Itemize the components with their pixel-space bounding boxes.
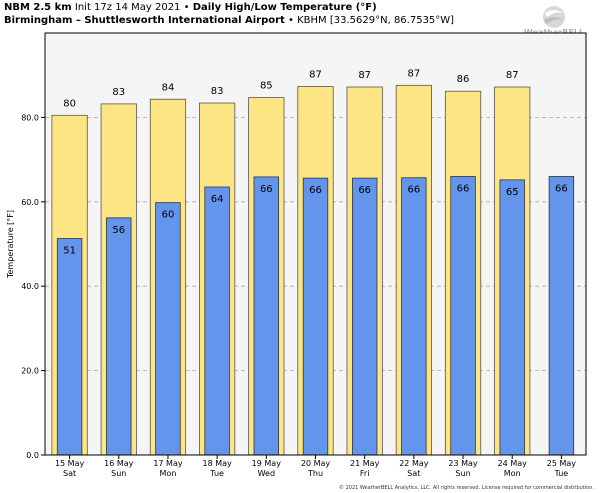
x-tick-label-day: Sat <box>63 469 76 478</box>
low-temp-bar <box>253 176 280 456</box>
low-temp-bar <box>548 176 575 456</box>
init-time: Init 17z 14 May 2021 <box>74 2 181 13</box>
x-tick-label-date: 15 May <box>55 459 85 468</box>
x-tick-label-date: 24 May <box>498 459 528 468</box>
low-temp-label: 66 <box>407 185 420 196</box>
chart-title-line-1: NBM 2.5 km Init 17z 14 May 2021 • Daily … <box>4 2 377 13</box>
low-temp-bar <box>56 238 83 456</box>
title-bullet: • <box>183 2 190 13</box>
low-temp-bar <box>401 177 427 456</box>
high-temp-label: 87 <box>506 70 519 81</box>
low-temp-label: 60 <box>162 210 175 221</box>
low-temp-label: 56 <box>112 225 125 236</box>
product-name: Daily High/Low Temperature (°F) <box>192 2 377 13</box>
low-temp-bar <box>204 186 230 456</box>
globe-swirl-icon <box>543 6 565 28</box>
high-temp-label: 84 <box>162 82 175 93</box>
x-tick-label-date: 20 May <box>301 459 331 468</box>
x-tick-label-day: Wed <box>258 469 275 478</box>
x-tick-label-date: 23 May <box>448 459 478 468</box>
x-tick-label-date: 19 May <box>252 459 282 468</box>
station-meta: • KBHM [33.5629°N, 86.7535°W] <box>288 15 455 26</box>
high-temp-label: 83 <box>112 87 125 98</box>
high-temp-label: 80 <box>63 98 76 109</box>
low-temp-bar <box>351 177 378 456</box>
low-temp-bar <box>302 177 329 456</box>
y-tick-label: 80.0 <box>21 113 39 122</box>
low-temp-bar <box>106 217 132 456</box>
copyright-notice: © 2021 WeatherBELL Analytics, LLC. All r… <box>339 485 594 491</box>
low-temp-label: 66 <box>457 183 470 194</box>
high-temp-label: 83 <box>211 86 224 97</box>
low-temp-bar <box>499 179 525 456</box>
high-temp-label: 87 <box>407 68 420 79</box>
y-tick-label: 60.0 <box>21 198 39 207</box>
low-temp-label: 66 <box>358 185 371 196</box>
low-temp-bar <box>155 202 181 456</box>
x-tick-label-date: 18 May <box>203 459 233 468</box>
low-temp-label: 66 <box>260 184 273 195</box>
x-tick-label-day: Sun <box>455 469 470 478</box>
x-tick-label-day: Sun <box>111 469 126 478</box>
x-tick-label-day: Sat <box>407 469 420 478</box>
low-temp-label: 51 <box>63 246 76 257</box>
low-temp-label: 64 <box>211 194 224 205</box>
x-tick-label-date: 16 May <box>104 459 134 468</box>
model-name: NBM 2.5 km <box>4 2 72 13</box>
y-tick-label: 0.0 <box>26 451 39 460</box>
chart-title-line-2: Birmingham – Shuttlesworth International… <box>4 15 454 26</box>
x-tick-label-date: 17 May <box>153 459 183 468</box>
station-name: Birmingham – Shuttlesworth International… <box>4 15 285 26</box>
x-tick-label-day: Fri <box>360 469 370 478</box>
x-tick-label-day: Mon <box>504 469 521 478</box>
y-tick-label: 20.0 <box>21 367 39 376</box>
x-tick-label-day: Thu <box>307 469 323 478</box>
y-tick-label: 40.0 <box>21 282 39 291</box>
x-tick-label-day: Tue <box>554 469 569 478</box>
low-temp-bar <box>450 176 476 456</box>
x-tick-label-day: Mon <box>160 469 177 478</box>
high-temp-label: 85 <box>260 81 273 92</box>
low-temp-label: 66 <box>309 185 322 196</box>
low-temp-label: 66 <box>555 183 568 194</box>
x-tick-label-date: 22 May <box>399 459 429 468</box>
x-tick-label-day: Tue <box>209 469 224 478</box>
high-temp-label: 87 <box>358 70 371 81</box>
high-temp-label: 87 <box>309 70 322 81</box>
y-axis-label: Temperature [°F] <box>6 210 15 279</box>
high-temp-label: 86 <box>457 74 470 85</box>
x-tick-label-date: 25 May <box>547 459 577 468</box>
x-tick-label-date: 21 May <box>350 459 380 468</box>
low-temp-label: 65 <box>506 187 519 198</box>
